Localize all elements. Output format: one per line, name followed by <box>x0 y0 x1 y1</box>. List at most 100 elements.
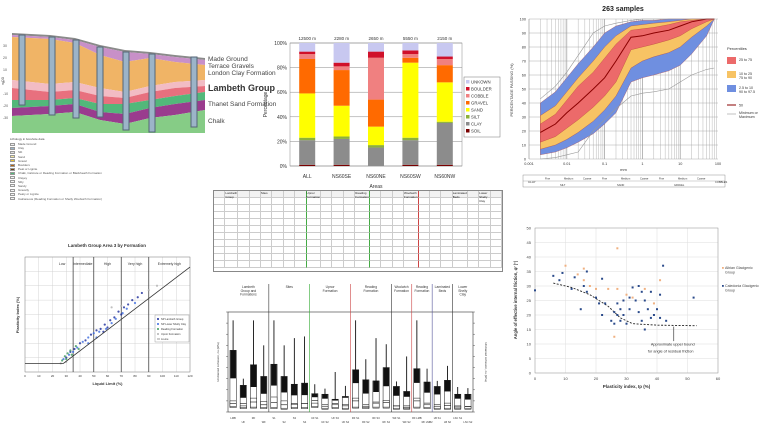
data-point <box>588 285 591 287</box>
table-cell <box>381 226 393 233</box>
table-cell <box>249 254 261 261</box>
table-cell <box>238 247 250 254</box>
y-tick-label: -10 <box>3 92 8 96</box>
table-cell <box>467 247 480 254</box>
table-cell <box>490 212 502 219</box>
bar-top-label: 2150 m <box>437 36 452 41</box>
table-cell <box>467 191 480 198</box>
table-cell <box>441 233 453 240</box>
class-label: GRAVEL <box>674 183 685 187</box>
x-tick-label: 10 <box>37 374 41 378</box>
data-point <box>110 322 113 325</box>
borehole-log <box>48 36 56 116</box>
table-cell <box>332 191 344 198</box>
legend-label: Upnor Formation <box>161 332 181 336</box>
formation-label: Thanet Sand Formation <box>208 101 277 108</box>
upper-bound-line <box>553 282 697 327</box>
table-cell <box>343 240 356 247</box>
table-cell <box>306 219 322 226</box>
data-point <box>63 355 66 358</box>
legend-label: Maximum <box>739 115 755 119</box>
y-tick-label: 0 <box>3 80 5 84</box>
y-tick-label: 0% <box>280 164 288 170</box>
table-cell <box>479 240 491 247</box>
table-cell <box>369 191 382 198</box>
table-cell <box>214 233 226 240</box>
legend-swatch <box>727 85 736 92</box>
legend-label: COBBLE <box>471 94 489 99</box>
y-tick-label: 40 <box>527 255 532 260</box>
data-point <box>67 353 71 356</box>
data-point <box>625 322 628 325</box>
x-tick-label: NS60SW <box>400 174 421 180</box>
x-tick-label: LMB <box>230 416 236 420</box>
table-cell <box>381 254 393 261</box>
table-cell <box>392 233 405 240</box>
table-cell <box>214 254 226 261</box>
box-dark-band <box>352 369 359 384</box>
box-inner <box>321 406 329 409</box>
bar-segment-cobble <box>368 57 384 100</box>
data-point <box>74 345 77 348</box>
x-tick-label: 50 <box>685 376 690 381</box>
table-cell <box>283 219 296 226</box>
legend-label: SAND <box>471 108 483 113</box>
legend-item: Sand <box>10 155 102 159</box>
table-cell <box>238 198 250 205</box>
box-outer <box>352 369 360 409</box>
data-point <box>117 310 120 313</box>
table-header: Lambeth Group <box>225 191 239 199</box>
table-cell <box>429 240 442 247</box>
data-point <box>616 302 619 305</box>
x-tick-label: NS60SE <box>332 174 352 180</box>
data-point <box>582 285 585 287</box>
y-tick-label: -30 <box>3 116 8 120</box>
table-cell <box>332 240 344 247</box>
legend-label: Boulders <box>18 163 30 168</box>
legend-item: Peat or Lignite <box>10 167 102 171</box>
table-cell <box>238 261 250 268</box>
lambeth-upper-layer <box>12 80 205 98</box>
data-point <box>561 271 564 274</box>
legend-label: Group <box>725 289 735 293</box>
data-point <box>619 308 622 311</box>
table-cell <box>321 205 333 212</box>
class-sub-label: Fine <box>602 177 608 181</box>
legend-swatch <box>466 108 470 112</box>
table-cell <box>295 247 307 254</box>
table-cell <box>381 198 393 205</box>
table-cell <box>295 198 307 205</box>
y-axis-label: mOD <box>1 76 5 85</box>
data-point <box>652 302 655 305</box>
table-cell <box>332 198 344 205</box>
table-cell <box>238 233 250 240</box>
table-cell <box>283 233 296 240</box>
y-axis-label: Undrained cohesion, cu (kPa) <box>216 342 220 382</box>
legend-title: Lithology in borehole data <box>10 137 45 141</box>
bar-top-label: 12500 m <box>298 36 316 41</box>
x-tick-label: 90 <box>147 374 151 378</box>
y-tick-label: 5 <box>529 356 532 361</box>
data-point <box>114 317 117 320</box>
box-dark-band <box>444 380 451 392</box>
box-dark-band <box>332 399 339 401</box>
bar-segment-boulder <box>299 51 316 55</box>
table-cell <box>404 212 419 219</box>
table-cell <box>369 219 382 226</box>
table-cell <box>404 247 419 254</box>
table-cell <box>260 254 273 261</box>
friction-angle-chart: 0 5 10 15 20 25 30 35 40 45 50 0 10 20 30 40 50 60 Approxi… <box>513 226 759 390</box>
table-cell <box>392 219 405 226</box>
table-cell <box>490 261 502 268</box>
bar-segment-silt <box>333 136 350 139</box>
x-tick-label: 120 <box>187 374 192 378</box>
table-cell <box>418 247 430 254</box>
table-cell <box>321 219 333 226</box>
table-cell <box>467 226 480 233</box>
table-cell <box>249 219 261 226</box>
legend-swatch <box>10 192 15 196</box>
x-tick-label: UF S1 <box>311 416 319 420</box>
table-cell <box>429 247 442 254</box>
bar-segment-gravel <box>402 57 419 63</box>
table-cell <box>332 212 344 219</box>
